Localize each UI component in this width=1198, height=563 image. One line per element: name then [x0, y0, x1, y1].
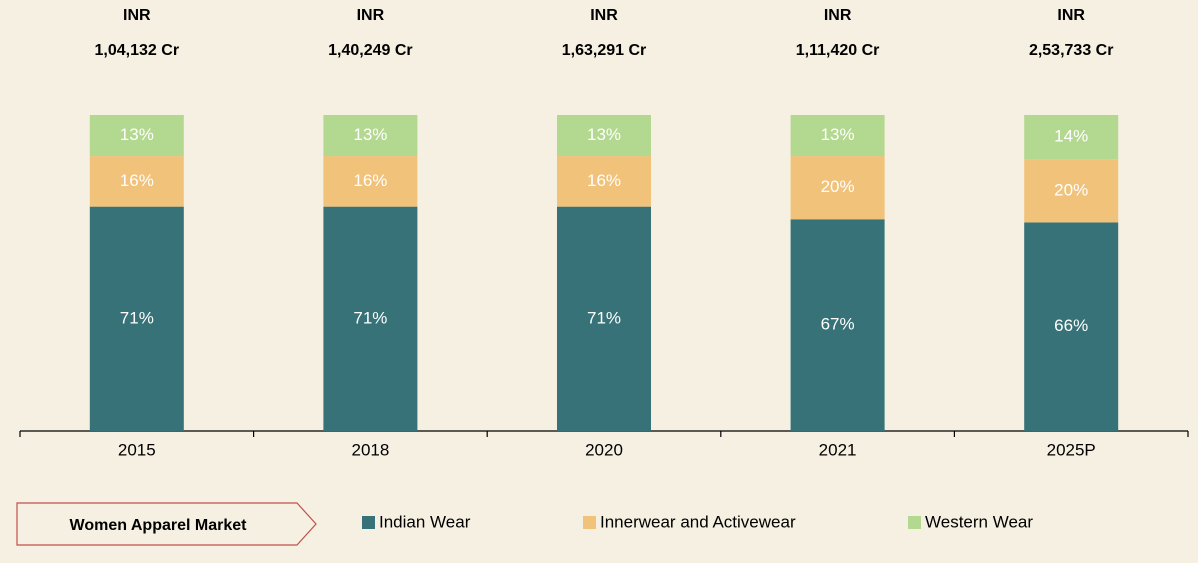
value-label: 16%	[120, 171, 154, 190]
total-amount: 1,04,132 Cr	[95, 42, 180, 59]
value-label: 71%	[353, 308, 387, 327]
bar-segment	[323, 115, 418, 157]
bar-segment	[790, 219, 885, 431]
bar-segment	[89, 115, 184, 157]
bar-segment	[1024, 159, 1119, 223]
value-label: 13%	[821, 125, 855, 144]
legend-label: Innerwear and Activewear	[600, 512, 796, 531]
bar-segment	[790, 156, 885, 220]
value-label: 13%	[120, 125, 154, 144]
bar-segment	[790, 115, 885, 157]
bar-segment	[323, 156, 418, 207]
total-amount: 1,40,249 Cr	[328, 42, 413, 59]
total-amount: 2,53,733 Cr	[1029, 42, 1114, 59]
x-tick-label: 2015	[118, 440, 156, 459]
bar-segment	[557, 115, 651, 157]
bar-segment	[557, 156, 651, 207]
x-tick-label: 2025P	[1047, 440, 1096, 459]
value-label: 20%	[821, 177, 855, 196]
bar-segment	[557, 206, 651, 431]
x-tick-label: 2020	[585, 440, 623, 459]
total-currency: INR	[1057, 7, 1085, 24]
x-tick-label: 2018	[351, 440, 389, 459]
bar-segment	[1024, 115, 1119, 160]
bar-segment	[89, 156, 184, 207]
legend-swatch	[908, 516, 921, 529]
total-amount: 1,11,420 Cr	[796, 42, 880, 59]
value-label: 66%	[1054, 316, 1088, 335]
total-currency: INR	[357, 7, 385, 24]
total-currency: INR	[824, 7, 852, 24]
legend-label: Indian Wear	[379, 512, 471, 531]
bar-segment	[1024, 222, 1119, 431]
legend-label: Western Wear	[925, 512, 1033, 531]
value-label: 16%	[353, 171, 387, 190]
value-label: 67%	[821, 315, 855, 334]
bar-segment	[323, 206, 418, 431]
value-label: 71%	[120, 308, 154, 327]
x-tick-label: 2021	[819, 440, 857, 459]
value-label: 16%	[587, 171, 621, 190]
legend-swatch	[583, 516, 596, 529]
total-amount: 1,63,291 Cr	[562, 42, 647, 59]
legend-title: Women Apparel Market	[70, 517, 248, 534]
value-label: 20%	[1054, 180, 1088, 199]
legend-title-box	[16, 502, 317, 546]
bar-segment	[89, 206, 184, 431]
value-label: 14%	[1054, 127, 1088, 146]
legend-swatch	[362, 516, 375, 529]
value-label: 13%	[353, 125, 387, 144]
total-currency: INR	[590, 7, 618, 24]
value-label: 71%	[587, 308, 621, 327]
value-label: 13%	[587, 125, 621, 144]
total-currency: INR	[123, 7, 151, 24]
